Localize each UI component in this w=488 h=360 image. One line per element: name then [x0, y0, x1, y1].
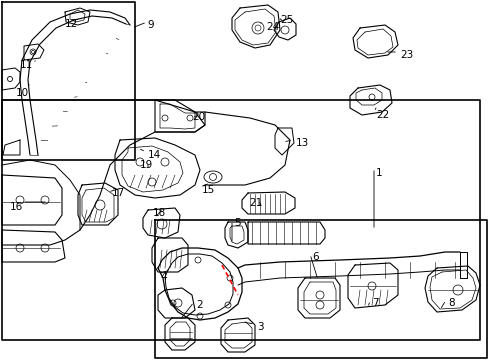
Text: 18: 18	[153, 208, 166, 218]
Text: 15: 15	[202, 185, 215, 195]
Text: 19: 19	[140, 160, 153, 170]
Text: 8: 8	[447, 298, 454, 308]
Text: 21: 21	[248, 198, 262, 208]
Text: 7: 7	[371, 298, 378, 308]
Text: 25: 25	[280, 15, 293, 25]
Text: 2: 2	[196, 300, 202, 310]
Text: 23: 23	[399, 50, 412, 60]
Text: 10: 10	[16, 88, 29, 98]
Text: 12: 12	[65, 19, 78, 29]
Text: 4: 4	[160, 272, 166, 282]
Text: 5: 5	[234, 218, 240, 228]
Text: 17: 17	[112, 188, 125, 198]
Text: 1: 1	[375, 168, 382, 178]
Text: 3: 3	[257, 322, 263, 332]
Text: 22: 22	[375, 110, 388, 120]
Text: 24: 24	[265, 22, 279, 32]
Text: 11: 11	[20, 60, 33, 70]
Text: 13: 13	[295, 138, 308, 148]
Text: 14: 14	[148, 150, 161, 160]
Text: 9: 9	[147, 20, 153, 30]
Text: 6: 6	[311, 252, 318, 262]
Text: 16: 16	[10, 202, 23, 212]
Text: 20: 20	[192, 112, 204, 122]
